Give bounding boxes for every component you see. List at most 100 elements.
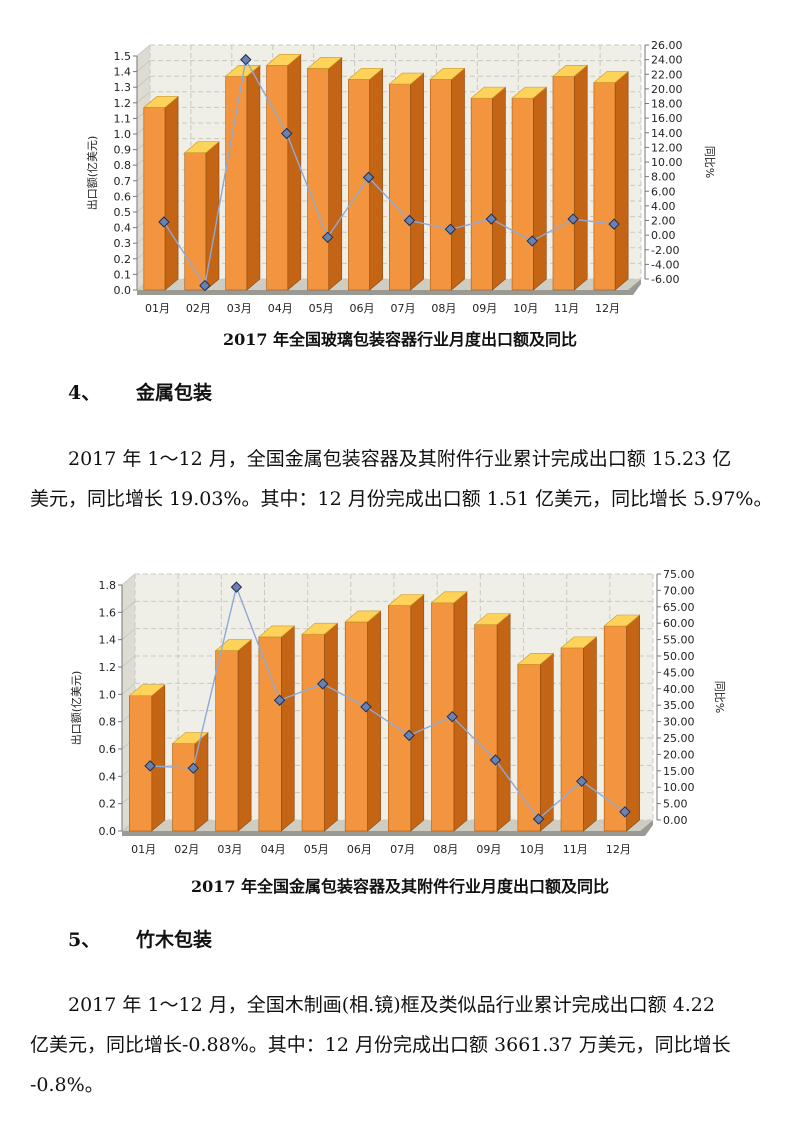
bar-side <box>492 86 506 291</box>
x-tick-label: 11月 <box>563 843 588 856</box>
bar-side <box>151 684 166 832</box>
y-tick-label: 1.4 <box>114 66 132 79</box>
bar-front <box>388 605 412 832</box>
bar-top <box>511 86 548 99</box>
y-tick-label: 1.0 <box>99 688 117 701</box>
bar-side <box>496 612 511 832</box>
x-tick-label: 05月 <box>304 843 329 856</box>
paragraph-line: 2017 年 1～12 月，全国金属包装容器及其附件行业累计完成出口额 15.2… <box>68 448 732 470</box>
bar-front <box>215 650 239 832</box>
yoy-point <box>158 216 170 228</box>
y2-tick-label: 25.00 <box>663 732 695 745</box>
bar-front <box>429 79 452 291</box>
bar-side <box>410 593 425 832</box>
y-tick-label: 0.0 <box>99 825 117 838</box>
grid-line <box>121 655 136 668</box>
grid-line <box>121 628 136 641</box>
bar-side <box>328 56 343 291</box>
yoy-point <box>526 235 538 247</box>
y2-tick-label: 45.00 <box>663 666 695 679</box>
bar-side <box>573 64 588 291</box>
x-tick-label: 09月 <box>476 843 501 856</box>
chart2-caption: 2017 年全国金属包装容器及其附件行业月度出口额及同比 <box>190 877 610 896</box>
bar-top <box>387 594 425 606</box>
y2-tick-label: 18.00 <box>651 98 683 111</box>
x-tick-label: 07月 <box>390 302 415 315</box>
yoy-point <box>485 213 497 225</box>
bar-top <box>517 652 555 665</box>
bar-side <box>410 72 424 291</box>
yoy-point <box>187 762 199 774</box>
yoy-point <box>608 218 620 230</box>
y2-tick-label: 8.00 <box>651 171 676 184</box>
bar-side <box>451 67 465 291</box>
y2-tick-label: -6.00 <box>651 273 679 286</box>
grid-line <box>121 573 136 586</box>
y-tick-label: 1.6 <box>99 606 117 619</box>
yoy-point <box>403 214 416 227</box>
y-tick-label: 0.2 <box>99 798 117 811</box>
grid-line <box>121 600 136 613</box>
paragraph-line: 2017 年 1～12 月，全国木制画(相.镜)框及类似品行业累计完成出口额 4… <box>68 994 715 1016</box>
bar-side <box>626 614 640 832</box>
y-tick-label: 1.8 <box>99 579 117 592</box>
bar-top <box>430 591 468 604</box>
bar-top <box>344 610 382 623</box>
x-tick-label: 12月 <box>606 843 631 856</box>
y2-tick-label: -2.00 <box>651 244 679 257</box>
bar-side <box>367 610 381 832</box>
bar-top <box>214 639 252 651</box>
yoy-point <box>362 171 375 184</box>
y2-tick-label: 70.00 <box>663 584 695 597</box>
yoy-point <box>199 279 211 292</box>
yoy-point <box>403 729 415 742</box>
y2-tick-label: 15.00 <box>663 765 695 778</box>
y-tick-label: 0.6 <box>99 743 117 756</box>
bar-side <box>453 591 468 832</box>
section-5-heading: 5、 竹木包装 <box>68 925 212 952</box>
y2-tick-label: 20.00 <box>651 83 683 96</box>
yoy-point <box>619 806 631 818</box>
yoy-point <box>240 53 252 66</box>
x-tick-label: 12月 <box>595 302 620 315</box>
bar-front <box>301 633 325 832</box>
x-tick-label: 06月 <box>350 302 375 315</box>
chart-metal-export: 0.0 0.2 0.4 0.6 0.8 1.0 1.2 1.4 1.6 1.8 0.00 5.00 10… <box>0 555 800 882</box>
bar-top <box>552 64 589 77</box>
y2-tick-label: 14.00 <box>651 127 683 140</box>
bar-front <box>266 65 289 291</box>
plot-floor-edge <box>122 820 653 836</box>
y-axis-title: 出口额(亿美元) <box>85 136 99 211</box>
y2-tick-label: 24.00 <box>651 54 683 67</box>
y2-axis-title: 同比% <box>713 681 726 713</box>
bar-side <box>614 70 629 291</box>
bar-top <box>388 72 425 85</box>
y-tick-label: 0.2 <box>114 253 132 266</box>
bar-top <box>347 68 384 80</box>
x-tick-label: 01月 <box>145 302 170 315</box>
y-tick-label: 1.3 <box>114 81 132 94</box>
y2-tick-label: 26.00 <box>651 39 683 52</box>
x-tick-label: 11月 <box>554 302 579 315</box>
bar-top <box>473 613 511 625</box>
yoy-point <box>444 223 457 235</box>
y-tick-label: 1.0 <box>114 128 132 141</box>
y2-tick-label: 30.00 <box>663 716 695 729</box>
bar-top <box>265 54 302 66</box>
bar-side <box>583 636 597 832</box>
y2-tick-label: 0.00 <box>663 814 688 827</box>
y2-tick-label: 6.00 <box>651 185 676 198</box>
x-tick-label: 01月 <box>131 843 156 856</box>
y2-tick-label: 60.00 <box>663 617 695 630</box>
bar-top <box>143 96 179 108</box>
y2-tick-label: 20.00 <box>663 748 695 761</box>
bar-front <box>172 743 196 832</box>
bar-side <box>246 64 261 291</box>
y2-tick-label: 40.00 <box>663 683 695 696</box>
chart1-caption: 2017 年全国玻璃包装容器行业月度出口额及同比 <box>222 330 578 349</box>
y-tick-label: 0.9 <box>114 144 132 157</box>
yoy-line <box>150 584 626 821</box>
bar-front <box>593 82 616 291</box>
y-tick-label: 0.0 <box>114 284 132 297</box>
grid-line <box>136 60 151 72</box>
